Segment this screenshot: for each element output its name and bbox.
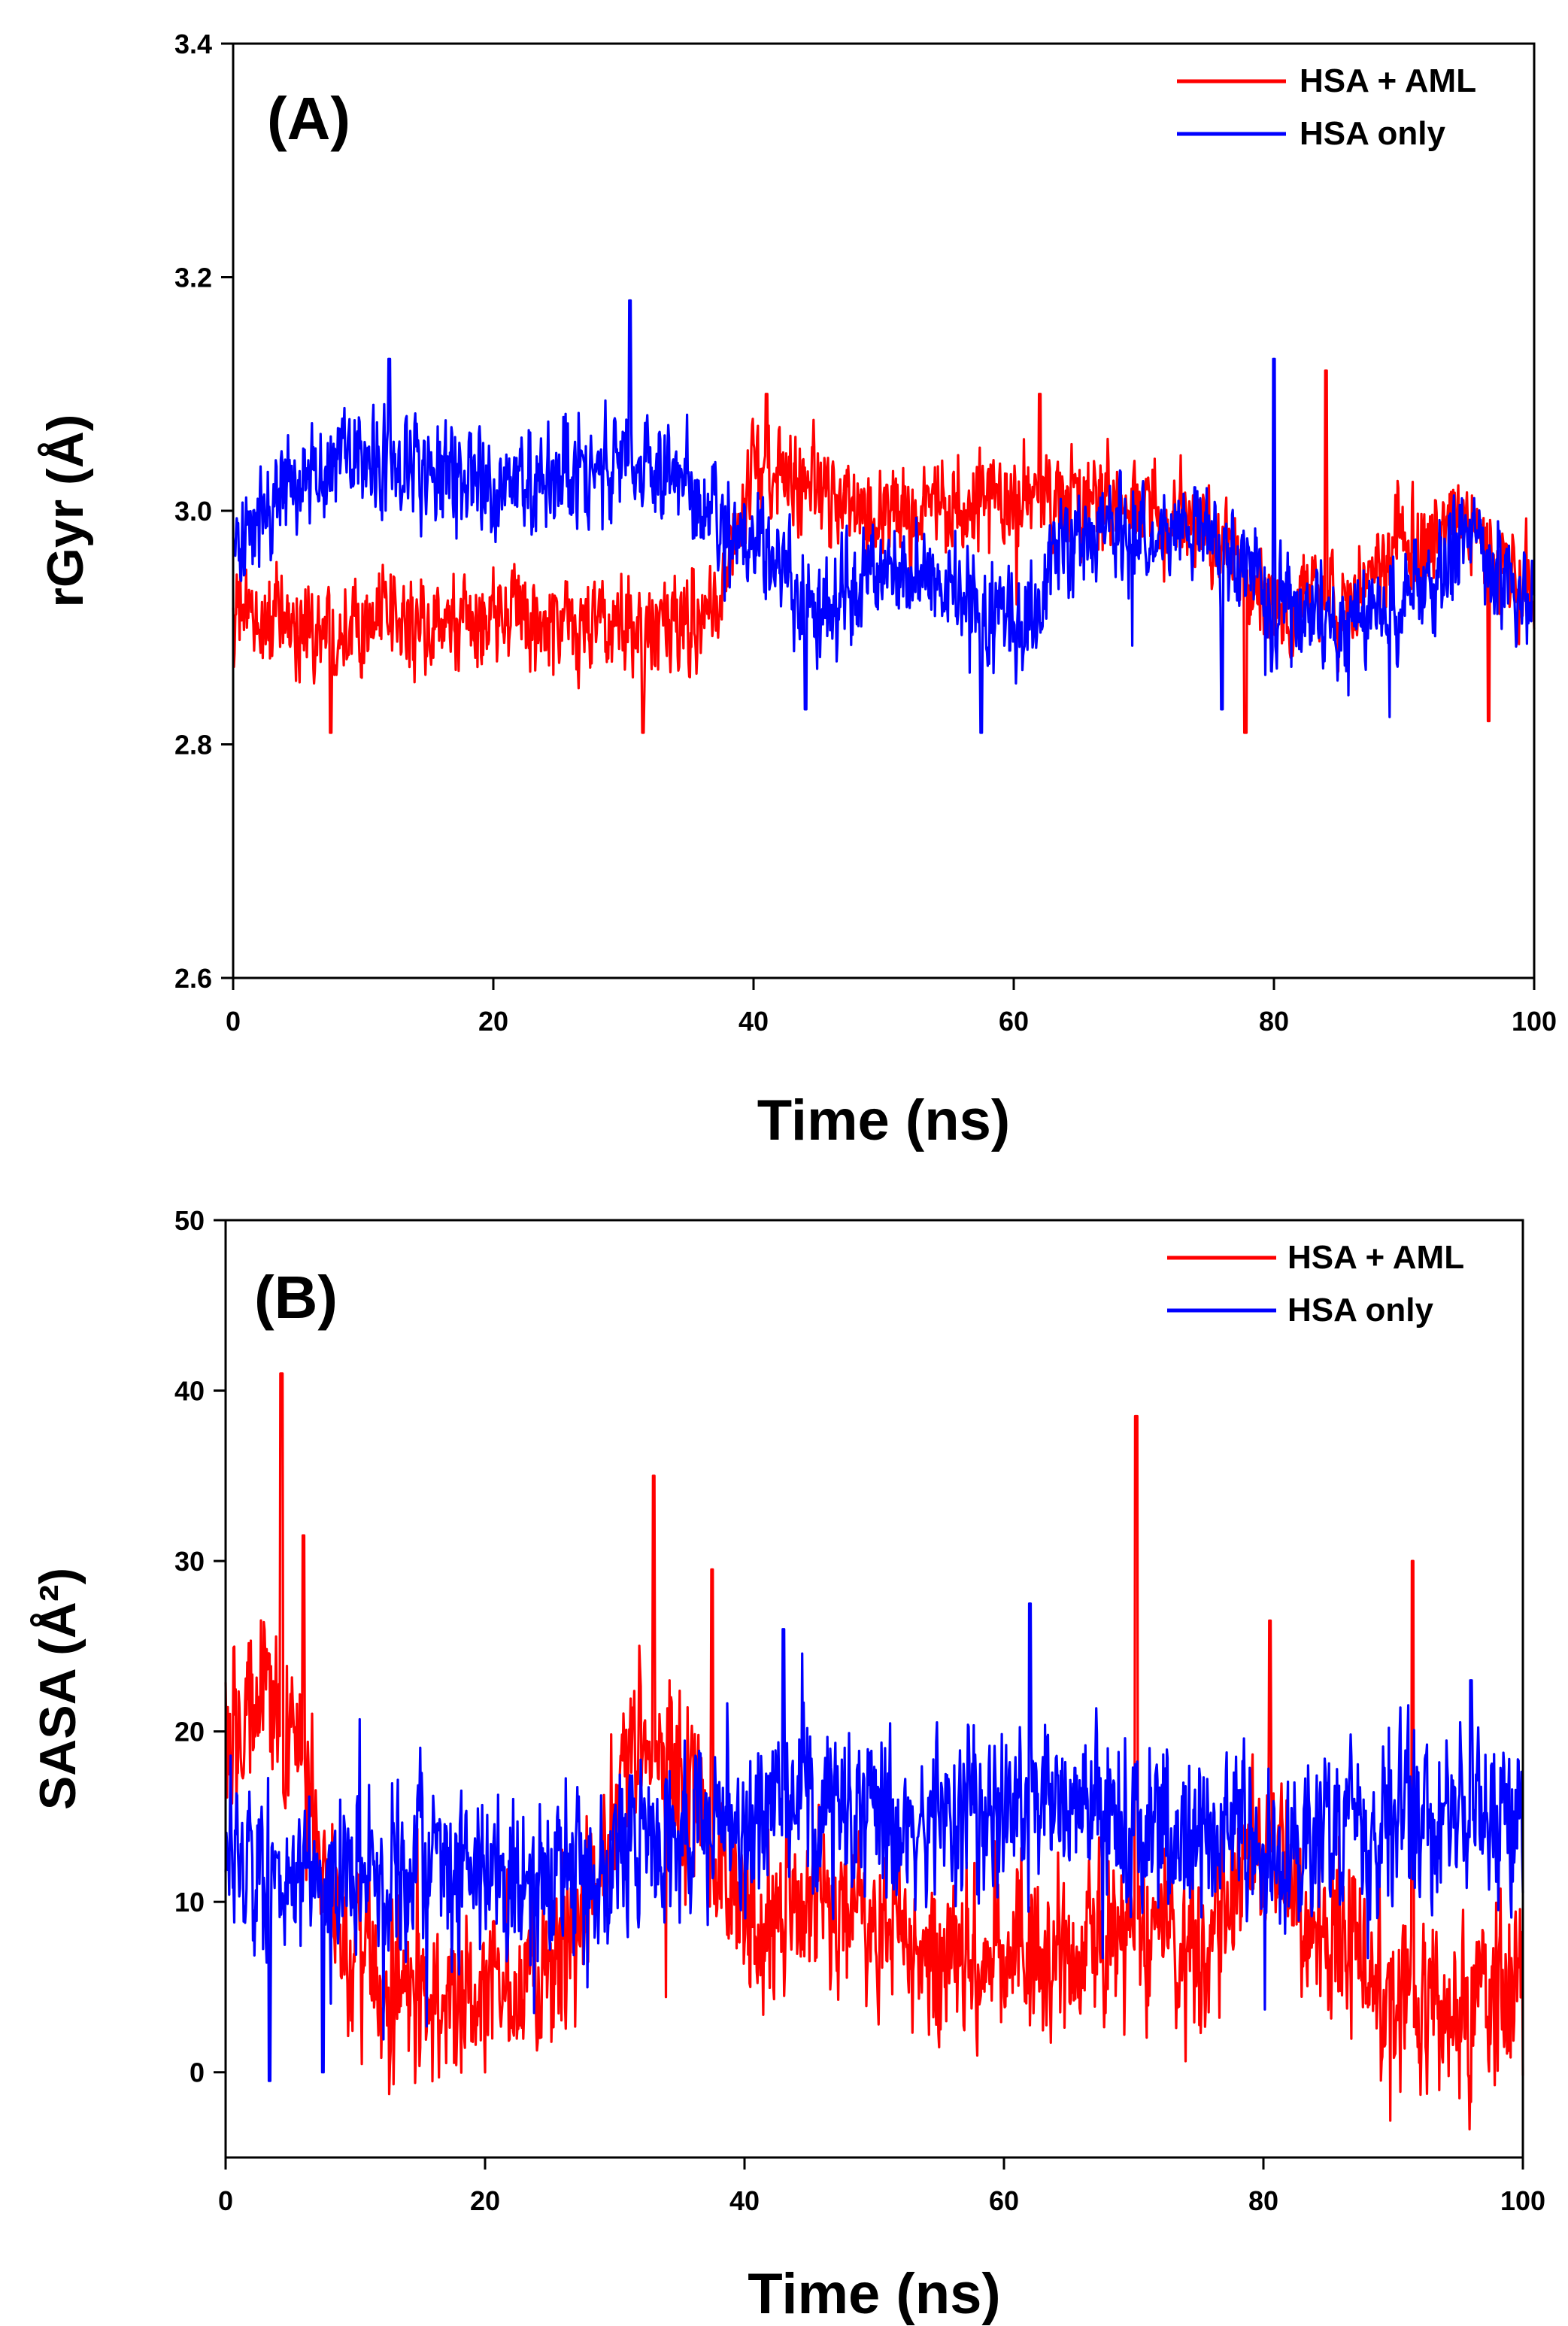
series-line-hsa-aml [224, 1372, 1524, 2131]
y-tick-label: 0 [190, 2057, 205, 2088]
x-tick-label: 20 [470, 2185, 500, 2216]
legend-entry: HSA + AML [1300, 62, 1476, 99]
y-tick-label: 3.4 [174, 29, 212, 59]
legend-entry: HSA + AML [1287, 1239, 1464, 1276]
series-line-hsa-only [224, 1602, 1524, 2082]
y-tick-label: 2.8 [174, 730, 212, 761]
x-tick-label: 40 [729, 2185, 760, 2216]
x-tick-label: 60 [989, 2185, 1019, 2216]
x-axis-title: Time (ns) [748, 2262, 1000, 2326]
x-tick-label: 20 [478, 1006, 508, 1037]
legend-entry: HSA only [1287, 1292, 1433, 1328]
y-tick-label: 3.0 [174, 496, 212, 527]
x-tick-label: 0 [226, 1006, 241, 1037]
panel-label: (A) [267, 85, 350, 152]
y-tick-label: 30 [174, 1546, 205, 1577]
x-tick-label: 100 [1500, 2185, 1545, 2216]
x-tick-label: 40 [739, 1006, 769, 1037]
y-tick-label: 50 [174, 1205, 205, 1236]
legend: HSA + AML HSA only [1177, 62, 1476, 152]
legend: HSA + AML HSA only [1167, 1239, 1464, 1328]
x-axis-title: Time (ns) [757, 1089, 1010, 1152]
series-line-hsa-only [232, 299, 1536, 734]
x-tick-label: 80 [1248, 2185, 1278, 2216]
y-tick-label: 2.6 [174, 963, 212, 994]
y-tick-label: 20 [174, 1717, 205, 1748]
legend-entry: HSA only [1300, 115, 1445, 152]
panel-b: 0 20 40 60 80 100 0 10 20 30 40 50 Time (ns) SASA (Å²… [29, 1205, 1545, 2326]
plot-frame [224, 1219, 1524, 2159]
x-tick-label: 80 [1259, 1006, 1289, 1037]
y-tick-label: 40 [174, 1376, 205, 1407]
y-tick-label: 10 [174, 1887, 205, 1918]
x-tick-label: 60 [999, 1006, 1029, 1037]
x-tick-label: 100 [1512, 1006, 1557, 1037]
y-axis-title: SASA (Å²) [29, 1568, 86, 1810]
panel-a: 0 20 40 60 80 100 2.6 2.8 3.0 3.2 3.4 Time (ns) rGyr… [37, 29, 1557, 1152]
series-line-hsa-aml [232, 369, 1536, 734]
y-tick-label: 3.2 [174, 263, 212, 293]
x-tick-label: 0 [218, 2185, 233, 2216]
y-axis-title: rGyr (Å) [37, 414, 94, 608]
panel-label: (B) [254, 1264, 338, 1331]
